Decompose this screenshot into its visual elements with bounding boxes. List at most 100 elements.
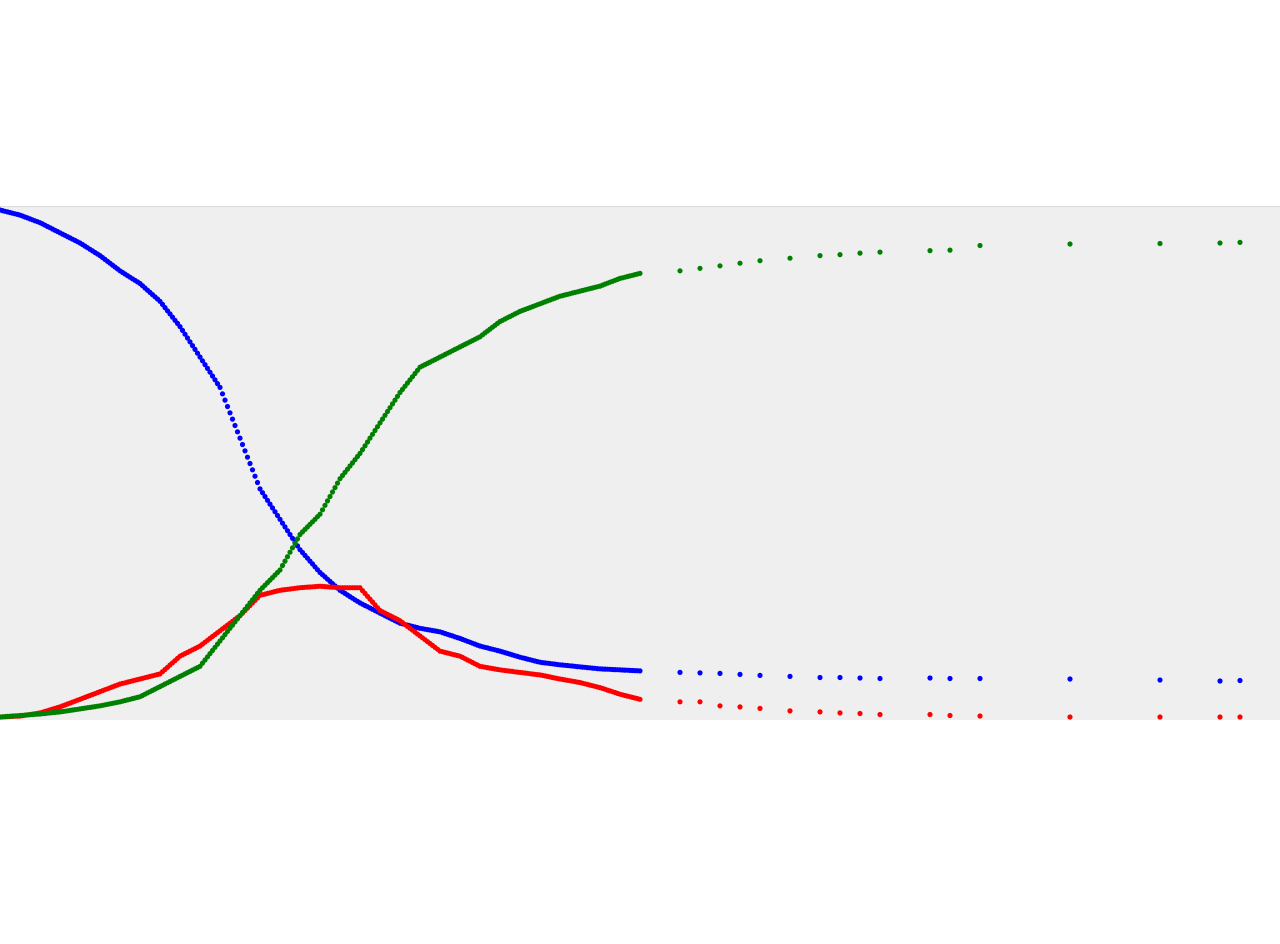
series-0-point xyxy=(697,670,703,676)
series-0-point xyxy=(737,671,743,678)
series-2-point xyxy=(757,258,763,264)
series-2-point xyxy=(329,489,336,495)
series-2-point xyxy=(317,511,323,517)
series-0-point xyxy=(857,675,863,681)
series-0-point xyxy=(184,335,191,341)
series-0-point xyxy=(1217,678,1223,684)
series-2-point xyxy=(857,250,863,256)
series-1-point xyxy=(677,699,683,705)
series-0-point xyxy=(209,373,216,379)
series-1-point xyxy=(1157,714,1163,720)
series-0-point xyxy=(927,675,933,681)
series-2-point xyxy=(369,431,376,437)
series-2-point xyxy=(877,249,883,255)
series-2-point xyxy=(367,435,373,441)
series-0-point xyxy=(247,460,253,467)
series-0-point xyxy=(237,435,243,441)
series-0-point xyxy=(289,535,296,541)
series-2-point xyxy=(289,545,296,551)
series-1-point xyxy=(837,710,843,716)
series-0-point xyxy=(977,675,983,682)
series-2-point xyxy=(287,549,293,555)
series-1-point xyxy=(927,711,933,718)
series-0-point xyxy=(207,369,213,375)
series-0-point xyxy=(264,497,271,503)
series-1-point xyxy=(977,713,983,719)
series-0 xyxy=(0,207,1243,684)
series-2-point xyxy=(357,450,363,456)
series-2-point xyxy=(372,427,378,434)
series-0-point xyxy=(677,669,683,676)
series-2-point xyxy=(364,439,371,445)
series-2-point xyxy=(737,260,743,266)
series-0-point xyxy=(219,391,226,397)
series-2-point xyxy=(284,554,291,560)
series-0-point xyxy=(199,358,206,364)
series-2-point xyxy=(947,247,953,253)
series-2-point xyxy=(332,485,338,491)
series-1-point xyxy=(877,711,883,718)
series-2-point xyxy=(282,558,288,564)
series-2-point xyxy=(379,416,386,422)
series-0-point xyxy=(252,473,258,479)
series-0-point xyxy=(1157,677,1163,683)
series-2-point xyxy=(294,536,301,542)
series-2-point xyxy=(319,507,326,513)
series-0-point xyxy=(257,486,263,492)
series-0-point xyxy=(277,516,283,522)
series-1-point xyxy=(817,709,823,715)
series-2-point xyxy=(817,253,823,259)
series-0-point xyxy=(1067,676,1073,682)
series-0-point xyxy=(267,501,273,507)
series-1-point xyxy=(1067,714,1073,720)
series-2-point xyxy=(389,401,396,407)
series-0-point xyxy=(279,520,286,526)
series-2-point xyxy=(279,562,286,569)
series-2 xyxy=(0,239,1243,720)
series-2-point xyxy=(1217,240,1223,246)
series-0-point xyxy=(244,454,251,460)
series-0-point xyxy=(212,377,218,383)
series-2-point xyxy=(327,493,333,500)
series-2-point xyxy=(677,268,683,274)
series-2-point xyxy=(927,248,933,254)
series-2-point xyxy=(394,393,401,399)
series-0-point xyxy=(287,531,293,538)
series-0-point xyxy=(222,397,228,403)
series-1-point xyxy=(1217,714,1223,720)
series-2-point xyxy=(697,265,703,271)
series-2-point xyxy=(1157,240,1163,247)
series-0-point xyxy=(182,331,188,337)
series-0-point xyxy=(877,675,883,682)
series-1-point xyxy=(717,703,723,709)
series-2-point xyxy=(382,412,388,418)
series-1-point xyxy=(1237,714,1243,720)
series-2-point xyxy=(637,270,643,276)
series-0-point xyxy=(217,384,223,390)
series-2-point xyxy=(334,480,341,486)
series-0-point xyxy=(234,429,241,435)
series-0-point xyxy=(757,672,763,679)
series-0-point xyxy=(787,673,793,680)
series-0-point xyxy=(259,490,266,496)
series-2-point xyxy=(359,447,366,453)
series-2-point xyxy=(374,424,381,430)
series-0-point xyxy=(177,324,183,330)
series-2-point xyxy=(324,498,331,504)
series-0-point xyxy=(254,479,261,486)
series-0-point xyxy=(229,416,236,422)
series-0-point xyxy=(179,327,186,333)
series-0-point xyxy=(262,493,268,500)
series-0-point xyxy=(274,512,281,519)
series-0-point xyxy=(817,674,823,681)
series-0-point xyxy=(637,668,643,674)
series-2-point xyxy=(377,420,383,426)
series-0-point xyxy=(227,410,233,416)
series-0-point xyxy=(214,381,221,387)
series-2-point xyxy=(277,567,283,573)
series-2-point xyxy=(392,397,398,403)
series-0-point xyxy=(1237,677,1243,684)
series-2-point xyxy=(384,408,391,415)
